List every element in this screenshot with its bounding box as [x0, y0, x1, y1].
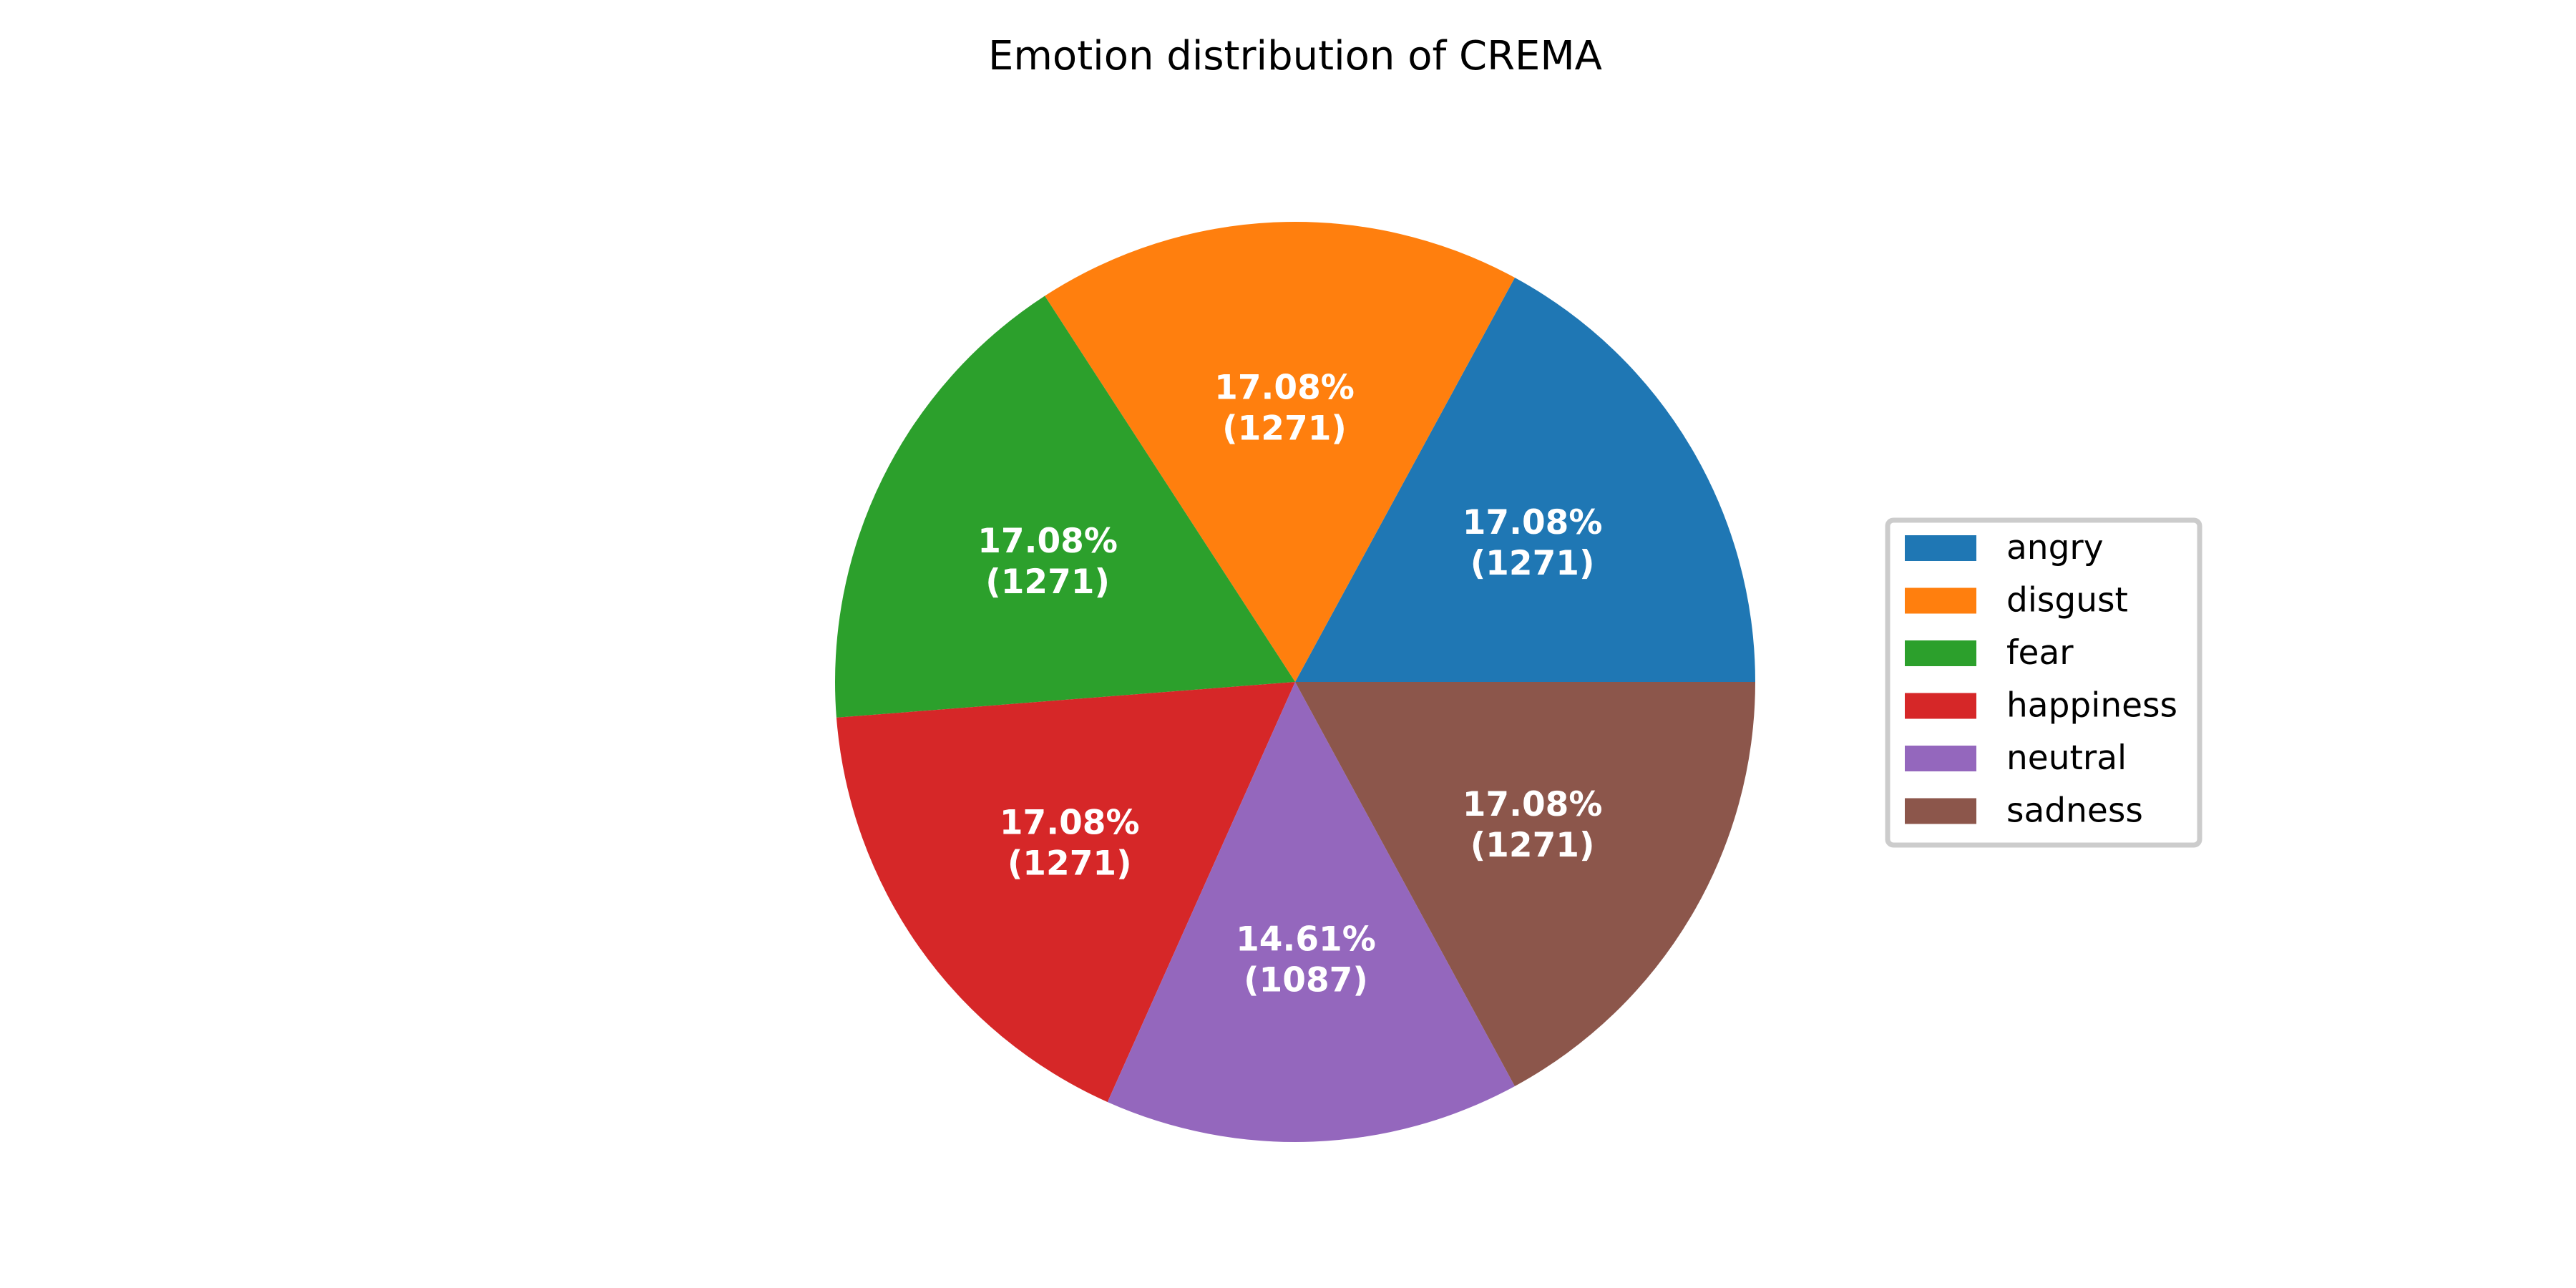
legend-swatch-sadness — [1905, 798, 1976, 824]
pie-slice-disgust — [1045, 221, 1515, 682]
slice-percent-happiness: 17.08% — [1000, 803, 1140, 842]
slice-count-disgust: (1271) — [1222, 409, 1347, 448]
slice-label-fear: 17.08% (1271) — [977, 522, 1118, 602]
pie-slices — [835, 221, 1755, 1142]
pie-slice-labels: 17.08% (1271)17.08% (1271)17.08% (1271)17.0… — [977, 368, 1602, 1000]
pie-slice-sadness — [1295, 682, 1755, 1086]
slice-count-sadness: (1271) — [1470, 826, 1595, 865]
chart-title: Emotion distribution of CREMA — [988, 33, 1602, 79]
slice-percent-fear: 17.08% — [977, 522, 1118, 561]
slice-count-fear: (1271) — [985, 562, 1110, 602]
slice-count-happiness: (1271) — [1008, 844, 1132, 883]
pie-slice-angry — [1295, 278, 1755, 682]
legend: angry disgust fear happiness neutral sadness — [1885, 517, 2202, 848]
legend-swatch-fear — [1905, 640, 1976, 666]
slice-count-neutral: (1087) — [1244, 961, 1368, 1000]
slice-percent-angry: 17.08% — [1463, 503, 1603, 542]
slice-label-neutral: 14.61% (1087) — [1236, 920, 1376, 1000]
slice-label-angry: 17.08% (1271) — [1463, 503, 1603, 583]
legend-label-angry: angry — [2006, 528, 2104, 567]
legend-entries: angry disgust fear happiness neutral sadness — [1905, 528, 2177, 831]
legend-label-fear: fear — [2006, 633, 2074, 673]
slice-percent-neutral: 14.61% — [1236, 920, 1376, 960]
slice-count-angry: (1271) — [1470, 544, 1595, 583]
legend-label-sadness: sadness — [2006, 791, 2143, 831]
legend-swatch-happiness — [1905, 693, 1976, 719]
legend-swatch-neutral — [1905, 746, 1976, 771]
legend-swatch-disgust — [1905, 587, 1976, 614]
legend-label-disgust: disgust — [2006, 581, 2128, 620]
legend-label-neutral: neutral — [2006, 738, 2127, 778]
legend-label-happiness: happiness — [2006, 686, 2177, 726]
slice-label-sadness: 17.08% (1271) — [1463, 785, 1603, 865]
slice-percent-disgust: 17.08% — [1214, 368, 1355, 407]
slice-percent-sadness: 17.08% — [1463, 785, 1603, 824]
legend-swatch-angry — [1905, 535, 1976, 561]
pie-slice-neutral — [1107, 682, 1515, 1142]
pie-slice-fear — [835, 296, 1295, 718]
pie-slice-happiness — [836, 682, 1295, 1103]
slice-label-disgust: 17.08% (1271) — [1214, 368, 1355, 448]
slice-label-happiness: 17.08% (1271) — [1000, 803, 1140, 883]
